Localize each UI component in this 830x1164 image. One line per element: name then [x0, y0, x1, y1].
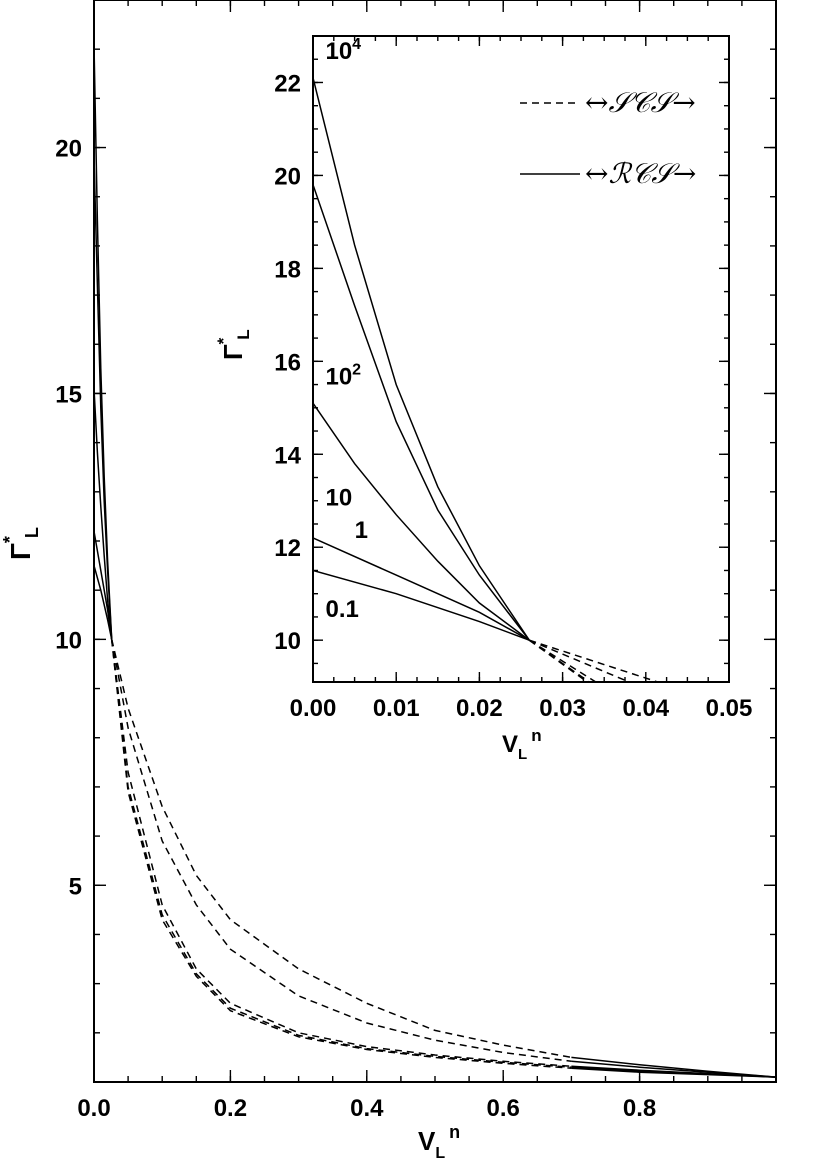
main-series-line-2 — [94, 388, 113, 640]
curve-label-3: 1 — [355, 517, 368, 544]
inset-y-tick-label: 12 — [274, 535, 301, 562]
inset-x-tick-label: 0.01 — [373, 695, 420, 722]
curve-label-exponent: 4 — [352, 36, 361, 53]
main-y-axis-label: Γ*L — [0, 527, 42, 560]
legend-label-rcs: ↔ℛ𝒞𝒮→ — [585, 157, 696, 190]
main-series-line-6 — [110, 639, 572, 1063]
curve-label-4: 0.1 — [325, 596, 358, 623]
inset-ylabel-sub: L — [234, 329, 253, 339]
inset-series-line-0 — [313, 77, 530, 641]
inset-series-line-3 — [313, 537, 530, 641]
inset-legend: ↔𝒮𝒞𝒮→ ↔ℛ𝒞𝒮→ — [520, 86, 696, 190]
main-series-line-8 — [110, 639, 572, 1068]
inset-y-axis-label: Γ*L — [214, 329, 253, 360]
inset-x-tick-label: 0.05 — [706, 695, 753, 722]
main-series-line-3 — [94, 531, 113, 640]
main-y-tick-label: 15 — [55, 381, 82, 408]
main-series-line-7 — [110, 639, 572, 1068]
main-x-axis-label: VLn — [418, 1122, 460, 1162]
curve-label-base: 10 — [325, 364, 352, 391]
inset-series-line-2 — [313, 402, 530, 641]
inset-ticks — [312, 35, 730, 682]
main-x-tick-label: 0.0 — [77, 1095, 110, 1122]
main-x-tick-label: 0.8 — [623, 1095, 656, 1122]
curve-label-0: 104 — [325, 36, 361, 65]
main-series-line-9 — [110, 639, 572, 1069]
inset-curves — [313, 77, 661, 682]
inset-series-line-4 — [313, 569, 530, 641]
curve-label-base: 0.1 — [325, 596, 358, 623]
inset-ylabel-main: Γ — [218, 344, 248, 360]
svg-text:Γ*L: Γ*L — [214, 329, 253, 360]
main-series-line-14 — [571, 1067, 776, 1078]
curve-label-base: 10 — [325, 38, 352, 65]
legend-label-scs: ↔𝒮𝒞𝒮→ — [585, 86, 696, 119]
inset-y-tick-label: 20 — [274, 163, 301, 190]
inset-x-axis-label: VLn — [502, 726, 542, 763]
main-curves — [94, 44, 776, 1078]
main-xlabel-main: V — [418, 1126, 436, 1156]
main-ticks — [93, 0, 777, 1083]
inset-y-tick-label: 14 — [274, 442, 301, 469]
inset-series-line-9 — [528, 639, 589, 682]
inset-x-tick-label: 0.04 — [622, 695, 669, 722]
inset-x-tick-label: 0.03 — [539, 695, 586, 722]
inset-x-tick-label: 0.02 — [456, 695, 503, 722]
inset-series-line-6 — [529, 639, 632, 682]
inset-y-tick-label: 16 — [274, 349, 301, 376]
main-x-tick-label: 0.4 — [350, 1095, 384, 1122]
main-x-tick-label: 0.2 — [214, 1095, 247, 1122]
inset-series-line-7 — [528, 639, 598, 682]
main-tick-labels: 0.0 0.2 0.4 0.6 0.8 5 10 15 20 — [55, 136, 656, 1122]
curve-label-1: 102 — [325, 362, 361, 391]
main-ylabel-sup: * — [0, 536, 20, 543]
main-y-tick-label: 10 — [55, 627, 82, 654]
curve-label-base: 1 — [355, 517, 368, 544]
main-xlabel-sub: L — [435, 1145, 445, 1162]
svg-text:Γ*L: Γ*L — [0, 527, 42, 560]
inset-x-tick-label: 0.00 — [290, 695, 337, 722]
inset-series-line-1 — [313, 184, 530, 641]
inset-y-tick-label: 18 — [274, 256, 301, 283]
main-xlabel-sup: n — [449, 1122, 460, 1142]
main-series-line-1 — [94, 157, 113, 640]
main-ylabel-sub: L — [22, 527, 42, 538]
inset-y-tick-label: 10 — [274, 628, 301, 655]
inset-xlabel-sub: L — [518, 746, 527, 763]
curve-label-base: 10 — [325, 484, 352, 511]
main-x-tick-label: 0.6 — [487, 1095, 520, 1122]
curve-label-2: 10 — [325, 484, 352, 511]
inset-y-tick-label: 22 — [274, 70, 301, 97]
main-y-tick-label: 20 — [55, 136, 82, 163]
main-series-line-4 — [94, 565, 113, 640]
main-series-line-5 — [110, 639, 572, 1059]
inset-ylabel-sup: * — [214, 337, 233, 344]
curve-label-exponent: 2 — [352, 362, 361, 379]
main-y-tick-label: 5 — [69, 873, 82, 900]
inset-xlabel-sup: n — [531, 726, 541, 745]
main-ylabel-main: Γ — [5, 543, 36, 560]
inset-xlabel-main: V — [502, 731, 518, 758]
inset-background — [313, 36, 729, 682]
